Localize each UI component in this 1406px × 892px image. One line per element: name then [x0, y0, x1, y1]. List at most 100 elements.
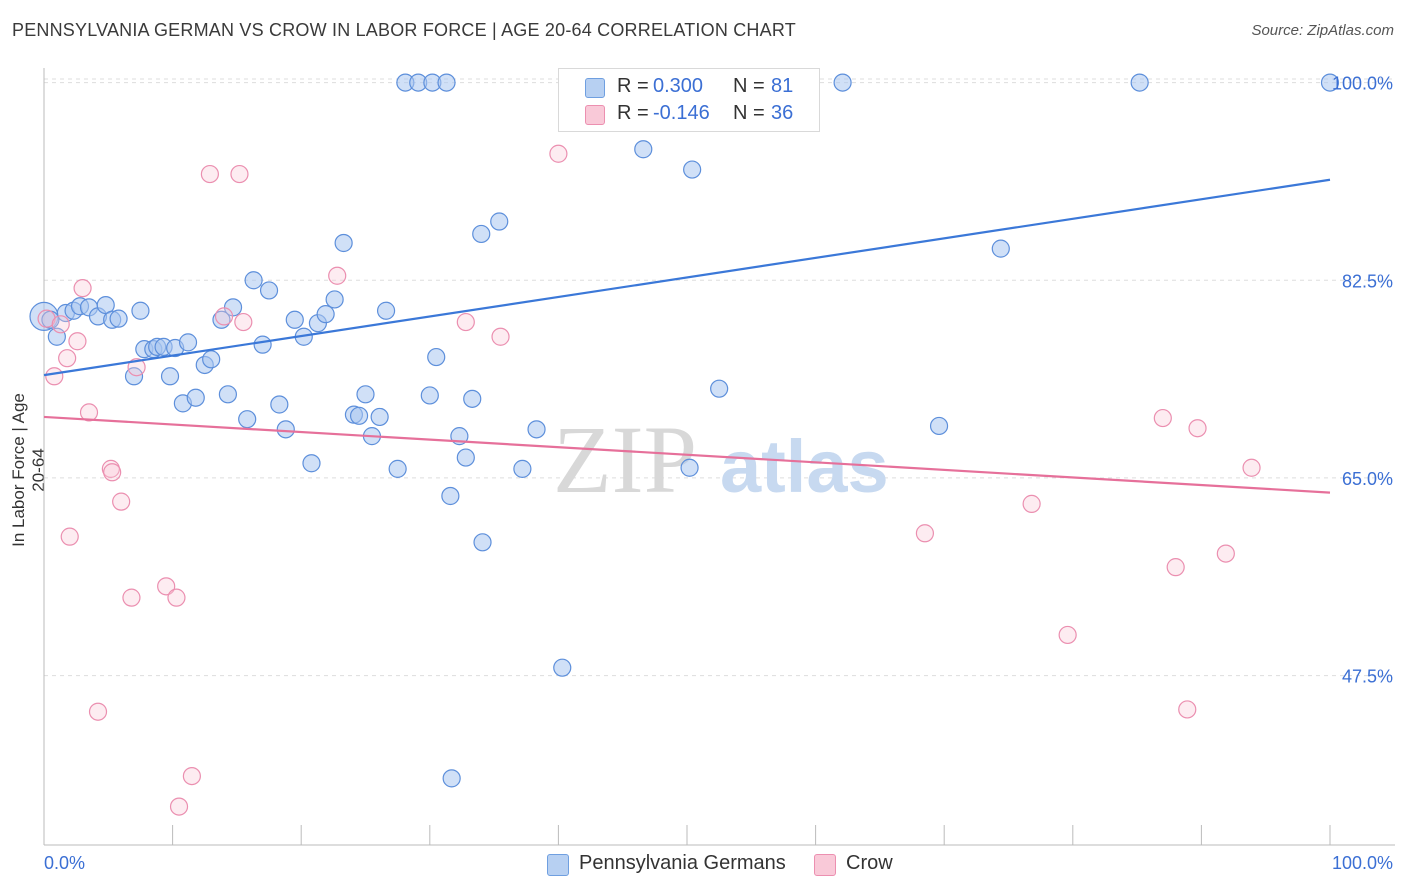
tick-labels: 47.5% 65.0% 82.5% 100.0% 0.0% 100.0%	[44, 74, 1393, 873]
y-tick-label: 65.0%	[1342, 469, 1393, 489]
point-crow	[167, 588, 186, 607]
point-pennsylvania-germans	[370, 407, 389, 427]
point-crow	[60, 527, 79, 546]
point-pennsylvania-germans	[441, 486, 460, 506]
point-pennsylvania-germans	[490, 212, 509, 231]
point-crow	[1178, 700, 1197, 719]
point-crow	[549, 144, 568, 163]
point-crow	[1242, 458, 1261, 477]
point-crow	[1166, 558, 1185, 577]
point-crow	[1216, 544, 1235, 563]
bottom-legend-label: Pennsylvania Germans	[579, 852, 786, 874]
legend-r-value: 0.300	[653, 75, 704, 97]
point-pennsylvania-germans	[710, 379, 729, 398]
point-pennsylvania-germans	[833, 73, 852, 92]
x-tick-label-min: 0.0%	[44, 853, 85, 873]
point-crow	[456, 312, 475, 332]
data-points	[29, 73, 1340, 816]
point-crow	[103, 463, 122, 482]
point-crow	[328, 266, 347, 285]
point-pennsylvania-germans	[238, 410, 257, 429]
point-pennsylvania-germans	[553, 658, 572, 677]
point-crow	[51, 315, 70, 334]
x-tick-label-max: 100.0%	[1332, 853, 1393, 873]
legend-box: R = 0.300 N = 81 R = -0.146 N = 36	[558, 68, 820, 132]
legend-n-label: N =	[733, 75, 765, 97]
point-crow	[122, 588, 141, 607]
point-pennsylvania-germans	[178, 333, 198, 352]
point-pennsylvania-germans	[388, 459, 407, 478]
watermark-atlas: atlas	[720, 425, 889, 508]
point-pennsylvania-germans	[683, 160, 702, 179]
point-pennsylvania-germans	[253, 335, 272, 354]
watermark-zip: ZIP	[553, 406, 697, 513]
point-pennsylvania-germans	[302, 454, 321, 473]
point-crow	[491, 327, 510, 346]
source-label: Source: ZipAtlas.com	[1251, 22, 1394, 39]
point-pennsylvania-germans	[186, 388, 205, 407]
watermark: ZIP atlas	[553, 406, 889, 513]
point-crow	[45, 367, 64, 386]
point-pennsylvania-germans	[513, 459, 532, 478]
point-crow	[112, 492, 131, 511]
point-pennsylvania-germans	[1130, 73, 1149, 92]
point-pennsylvania-germans	[991, 239, 1010, 258]
point-crow	[234, 312, 253, 332]
legend-n-value: 36	[771, 102, 794, 124]
point-crow	[79, 403, 99, 422]
legend-r-value: -0.146	[653, 102, 710, 124]
point-pennsylvania-germans	[437, 73, 456, 92]
bottom-legend-label: Crow	[846, 852, 893, 874]
point-pennsylvania-germans	[463, 389, 482, 408]
point-pennsylvania-germans	[473, 533, 492, 552]
point-pennsylvania-germans	[334, 233, 353, 253]
legend-swatch-pink	[585, 105, 605, 125]
point-pennsylvania-germans	[109, 309, 128, 328]
legend-r-label: R =	[617, 75, 649, 97]
point-pennsylvania-germans	[456, 448, 475, 467]
axes	[43, 68, 1395, 846]
point-pennsylvania-germans	[1320, 73, 1340, 92]
point-pennsylvania-germans	[420, 386, 439, 405]
point-crow	[127, 358, 146, 377]
point-crow	[182, 767, 201, 786]
point-pennsylvania-germans	[680, 458, 699, 477]
point-pennsylvania-germans	[356, 385, 375, 404]
point-crow	[200, 164, 219, 184]
point-pennsylvania-germans	[527, 420, 546, 439]
point-crow	[214, 307, 234, 326]
point-pennsylvania-germans	[131, 301, 150, 320]
point-pennsylvania-germans	[202, 350, 221, 369]
point-pennsylvania-germans	[276, 420, 295, 439]
point-pennsylvania-germans	[218, 385, 237, 404]
point-crow	[68, 332, 87, 351]
point-crow	[157, 577, 176, 596]
point-crow	[58, 349, 77, 368]
chart-title: PENNSYLVANIA GERMAN VS CROW IN LABOR FOR…	[12, 20, 796, 40]
y-tick-label: 47.5%	[1342, 667, 1393, 687]
legend-swatch-blue	[585, 78, 605, 98]
point-crow	[88, 702, 108, 721]
trend-line-crow	[43, 415, 1331, 494]
point-crow	[1058, 625, 1077, 645]
point-pennsylvania-germans	[270, 395, 289, 414]
point-pennsylvania-germans	[427, 347, 446, 367]
point-crow	[73, 279, 92, 298]
point-pennsylvania-germans	[929, 416, 949, 436]
point-pennsylvania-germans	[442, 769, 461, 788]
point-pennsylvania-germans	[634, 140, 653, 159]
point-pennsylvania-germans	[376, 301, 396, 320]
trend-lines	[43, 178, 1331, 494]
point-pennsylvania-germans	[285, 310, 304, 329]
point-crow	[230, 164, 249, 184]
bottom-legend-swatch-pink	[814, 854, 836, 876]
point-pennsylvania-germans	[160, 367, 180, 386]
point-crow	[1188, 419, 1207, 438]
point-pennsylvania-germans	[325, 290, 344, 309]
point-crow	[169, 797, 189, 816]
point-pennsylvania-germans	[212, 310, 231, 329]
legend-r-label: R =	[617, 102, 649, 124]
point-pennsylvania-germans	[244, 271, 263, 290]
point-pennsylvania-germans	[259, 281, 279, 300]
legend-n-value: 81	[771, 75, 794, 97]
